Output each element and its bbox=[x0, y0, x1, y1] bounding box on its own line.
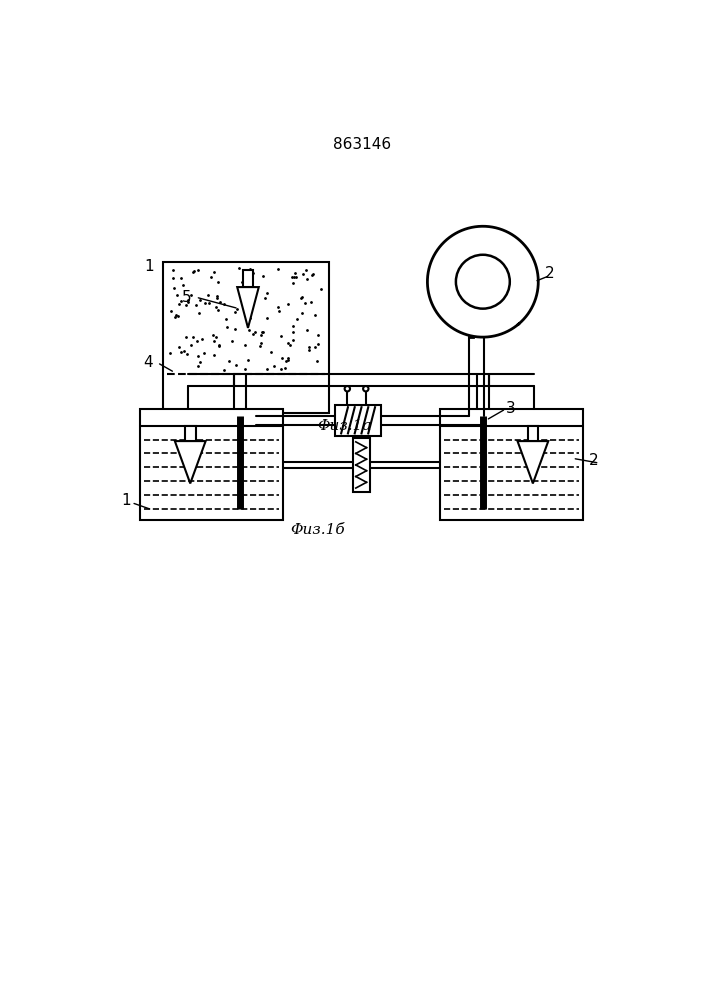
Text: 4: 4 bbox=[143, 355, 153, 370]
Polygon shape bbox=[518, 441, 549, 483]
Text: 1: 1 bbox=[122, 493, 131, 508]
Circle shape bbox=[344, 386, 350, 391]
Text: Φиз.1б: Φиз.1б bbox=[290, 523, 344, 537]
Text: 2: 2 bbox=[589, 453, 599, 468]
Text: Φиз.1a: Φиз.1a bbox=[317, 419, 371, 433]
Polygon shape bbox=[238, 287, 259, 328]
Circle shape bbox=[363, 386, 368, 391]
Text: 3: 3 bbox=[506, 401, 515, 416]
Bar bbox=[440, 409, 583, 520]
Bar bbox=[163, 262, 329, 413]
Bar bbox=[353, 438, 370, 492]
Circle shape bbox=[456, 255, 510, 309]
Polygon shape bbox=[175, 441, 206, 483]
Bar bbox=[185, 426, 196, 441]
Bar bbox=[335, 405, 381, 436]
Text: 1: 1 bbox=[145, 259, 154, 274]
Text: 863146: 863146 bbox=[333, 137, 391, 152]
Bar bbox=[527, 426, 538, 441]
Text: 2: 2 bbox=[544, 266, 554, 282]
Bar bbox=[243, 270, 253, 287]
Bar bbox=[140, 409, 283, 520]
Text: 5: 5 bbox=[182, 290, 191, 305]
Bar bbox=[235, 413, 257, 428]
